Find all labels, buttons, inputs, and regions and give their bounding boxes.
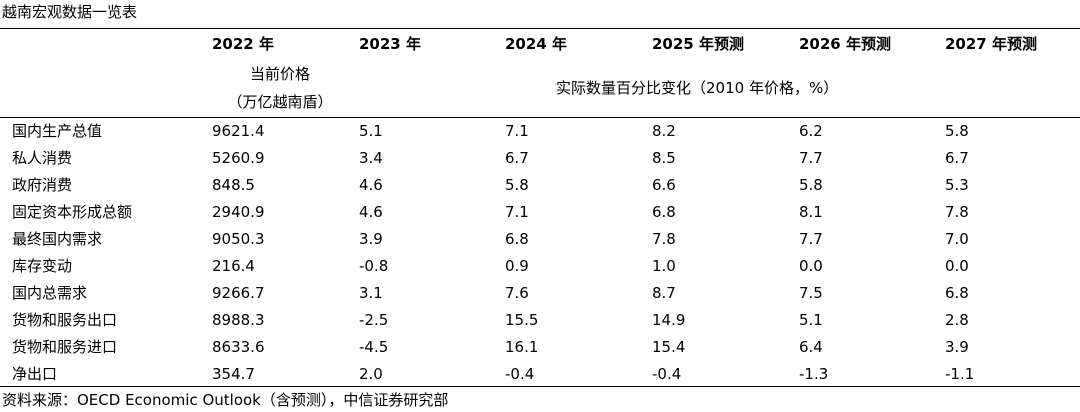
table-cell: 7.5 — [799, 284, 823, 302]
table-cell: 7.8 — [652, 230, 676, 248]
table-cell: 8633.6 — [212, 338, 265, 356]
year-header: 2026 年预测 — [799, 35, 891, 53]
table-cell: 16.1 — [505, 338, 539, 356]
table-cell: 5.3 — [945, 176, 969, 194]
table-row: 固定资本形成总额 2940.9 4.6 7.1 6.8 8.1 7.8 — [0, 199, 1080, 226]
table-cell: 5260.9 — [212, 149, 265, 167]
row-label: 国内生产总值 — [12, 122, 103, 140]
row-label: 政府消费 — [12, 176, 73, 194]
unit-currency-label: （万亿越南盾） — [227, 93, 333, 111]
table-cell: 6.7 — [505, 149, 529, 167]
table-row: 货物和服务出口 8988.3 -2.5 15.5 14.9 5.1 2.8 — [0, 307, 1080, 334]
table-cell: 7.8 — [945, 203, 969, 221]
table-cell: 7.7 — [799, 230, 823, 248]
table-cell: 6.4 — [799, 338, 823, 356]
bottom-rule — [0, 386, 1080, 387]
table-cell: 7.1 — [505, 203, 529, 221]
table-cell: -0.4 — [505, 365, 535, 383]
table-cell: 6.7 — [945, 149, 969, 167]
table-cell: -1.1 — [945, 365, 975, 383]
table-row: 最终国内需求 9050.3 3.9 6.8 7.8 7.7 7.0 — [0, 226, 1080, 253]
row-label: 库存变动 — [12, 257, 73, 275]
table-cell: 3.4 — [359, 149, 383, 167]
table-row: 国内总需求 9266.7 3.1 7.6 8.7 7.5 6.8 — [0, 280, 1080, 307]
row-label: 私人消费 — [12, 149, 73, 167]
table-cell: -1.3 — [799, 365, 829, 383]
table-row: 货物和服务进口 8633.6 -4.5 16.1 15.4 6.4 3.9 — [0, 334, 1080, 361]
table-cell: -2.5 — [359, 311, 389, 329]
table-cell: 9050.3 — [212, 230, 265, 248]
row-label: 最终国内需求 — [12, 230, 103, 248]
table-cell: 15.4 — [652, 338, 686, 356]
table-cell: 3.1 — [359, 284, 383, 302]
top-rule — [0, 28, 1080, 29]
table-row: 库存变动 216.4 -0.8 0.9 1.0 0.0 0.0 — [0, 253, 1080, 280]
table-cell: 8.5 — [652, 149, 676, 167]
unit-real-change-label: 实际数量百分比变化（2010 年价格，%） — [556, 79, 839, 97]
table-cell: 8988.3 — [212, 311, 265, 329]
table-cell: 5.1 — [359, 122, 383, 140]
table-row: 私人消费 5260.9 3.4 6.7 8.5 7.7 6.7 — [0, 145, 1080, 172]
table-cell: 354.7 — [212, 365, 255, 383]
row-label: 国内总需求 — [12, 284, 88, 302]
table-cell: 2940.9 — [212, 203, 265, 221]
table-cell: 15.5 — [505, 311, 539, 329]
table-cell: 4.6 — [359, 176, 383, 194]
table-cell: 5.8 — [945, 122, 969, 140]
table-cell: -4.5 — [359, 338, 389, 356]
row-label: 货物和服务出口 — [12, 311, 118, 329]
table-cell: 5.1 — [799, 311, 823, 329]
year-header-row: 2022 年 2023 年 2024 年 2025 年预测 2026 年预测 2… — [0, 29, 1080, 59]
table-cell: -0.4 — [652, 365, 682, 383]
table-cell: 5.8 — [799, 176, 823, 194]
year-header: 2022 年 — [212, 35, 274, 53]
table-cell: 7.0 — [945, 230, 969, 248]
year-header: 2025 年预测 — [652, 35, 744, 53]
table-cell: 8.2 — [652, 122, 676, 140]
table-cell: 6.8 — [945, 284, 969, 302]
header-rule — [0, 117, 1080, 118]
table-cell: 5.8 — [505, 176, 529, 194]
table-cell: 8.7 — [652, 284, 676, 302]
table-cell: 1.0 — [652, 257, 676, 275]
table-cell: 6.2 — [799, 122, 823, 140]
row-label: 货物和服务进口 — [12, 338, 118, 356]
table-cell: 3.9 — [945, 338, 969, 356]
table-cell: 8.1 — [799, 203, 823, 221]
table-cell: 0.0 — [945, 257, 969, 275]
table-cell: 6.8 — [505, 230, 529, 248]
row-label: 净出口 — [12, 365, 58, 383]
year-header: 2023 年 — [359, 35, 421, 53]
table-cell: 848.5 — [212, 176, 255, 194]
source-note: 资料来源：OECD Economic Outlook（含预测），中信证券研究部 — [2, 391, 449, 409]
table-cell: 7.6 — [505, 284, 529, 302]
table-cell: -0.8 — [359, 257, 389, 275]
table-cell: 0.0 — [799, 257, 823, 275]
row-label: 固定资本形成总额 — [12, 203, 133, 221]
table-cell: 14.9 — [652, 311, 686, 329]
unit-current-price-label: 当前价格 — [249, 65, 310, 83]
year-header: 2027 年预测 — [945, 35, 1037, 53]
table-cell: 9266.7 — [212, 284, 265, 302]
year-header: 2024 年 — [505, 35, 567, 53]
table-cell: 9621.4 — [212, 122, 265, 140]
table-title: 越南宏观数据一览表 — [2, 3, 138, 21]
table-cell: 216.4 — [212, 257, 255, 275]
table-cell: 2.0 — [359, 365, 383, 383]
table-cell: 0.9 — [505, 257, 529, 275]
table-row: 国内生产总值 9621.4 5.1 7.1 8.2 6.2 5.8 — [0, 118, 1080, 145]
table-cell: 4.6 — [359, 203, 383, 221]
table-cell: 7.7 — [799, 149, 823, 167]
table-cell: 2.8 — [945, 311, 969, 329]
table-cell: 6.8 — [652, 203, 676, 221]
table-row: 政府消费 848.5 4.6 5.8 6.6 5.8 5.3 — [0, 172, 1080, 199]
table-cell: 6.6 — [652, 176, 676, 194]
table-row: 净出口 354.7 2.0 -0.4 -0.4 -1.3 -1.1 — [0, 361, 1080, 388]
table-cell: 3.9 — [359, 230, 383, 248]
table-cell: 7.1 — [505, 122, 529, 140]
